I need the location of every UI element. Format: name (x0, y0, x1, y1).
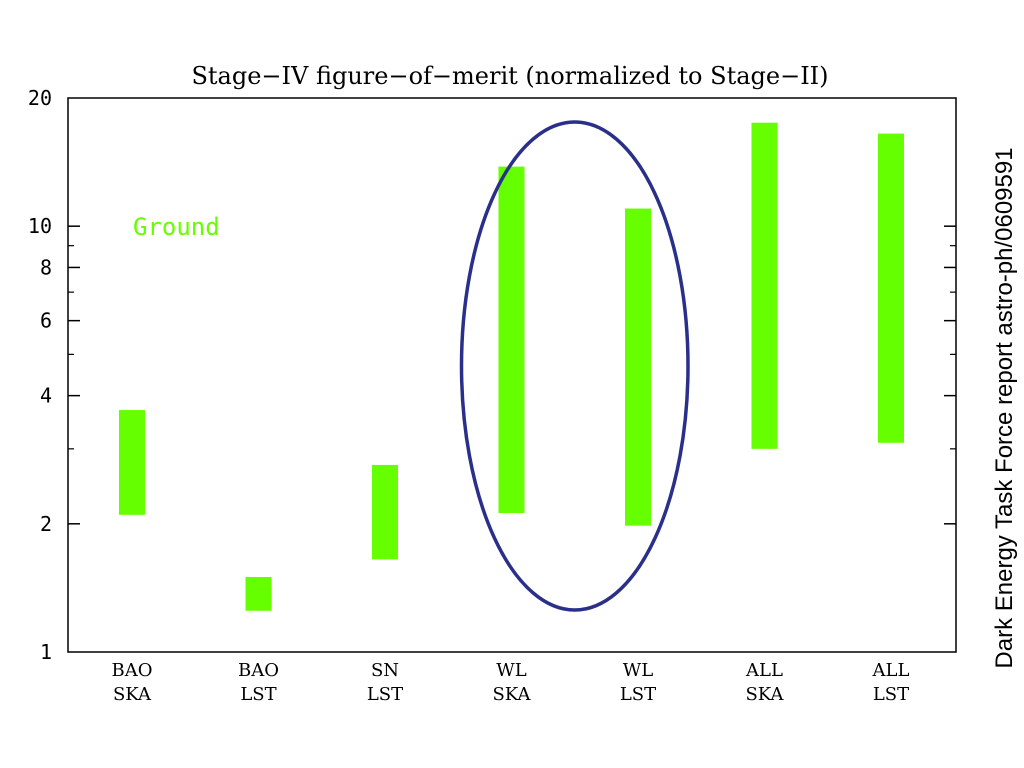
range-bar (119, 410, 145, 515)
x-tick-label-line2: SKA (745, 684, 784, 705)
x-axis-labels: BAO SKA BAO LST SN LST WL SKA WL LST ALL SKA ALL LST (112, 660, 910, 705)
y-axis-labels: 1 2 4 6 8 10 20 (28, 86, 52, 664)
range-bar (751, 122, 778, 449)
chart-title: Stage−IV figure−of−merit (normalized to … (191, 62, 828, 90)
plot-frame (67, 97, 957, 653)
y-tick-label: 6 (40, 309, 52, 333)
x-tick-label-line1: BAO (112, 660, 153, 681)
range-bar (878, 133, 904, 443)
side-note: Dark Energy Task Force report astro-ph/0… (991, 147, 1018, 668)
range-bar (625, 208, 651, 526)
x-tick-label-line1: BAO (238, 660, 279, 681)
x-tick-label-line2: LST (620, 684, 656, 705)
x-tick-label-line2: LST (873, 684, 909, 705)
y-tick-label: 20 (28, 86, 52, 110)
x-tick-label-line1: SN (371, 660, 399, 681)
range-bar (372, 464, 398, 560)
range-bar (245, 577, 272, 611)
range-bar (498, 166, 525, 514)
y-tick-label: 2 (40, 512, 52, 536)
x-tick-label-line1: WL (623, 660, 654, 681)
x-tick-label-line2: SKA (113, 684, 152, 705)
y-axis-ticks (68, 225, 956, 525)
x-tick-label-line1: ALL (745, 660, 783, 681)
highlight-ellipse (459, 120, 690, 612)
y-tick-label: 8 (40, 255, 52, 279)
bars-group (119, 122, 904, 611)
x-tick-label-line2: SKA (492, 684, 531, 705)
x-tick-label-line1: ALL (872, 660, 910, 681)
y-tick-label: 10 (28, 214, 52, 238)
x-tick-label-line2: LST (240, 684, 276, 705)
annotation-ground: Ground (133, 213, 220, 241)
x-tick-label-line2: LST (367, 684, 403, 705)
x-tick-label-line1: WL (496, 660, 527, 681)
y-tick-label: 1 (40, 640, 52, 664)
y-tick-label: 4 (40, 384, 52, 408)
